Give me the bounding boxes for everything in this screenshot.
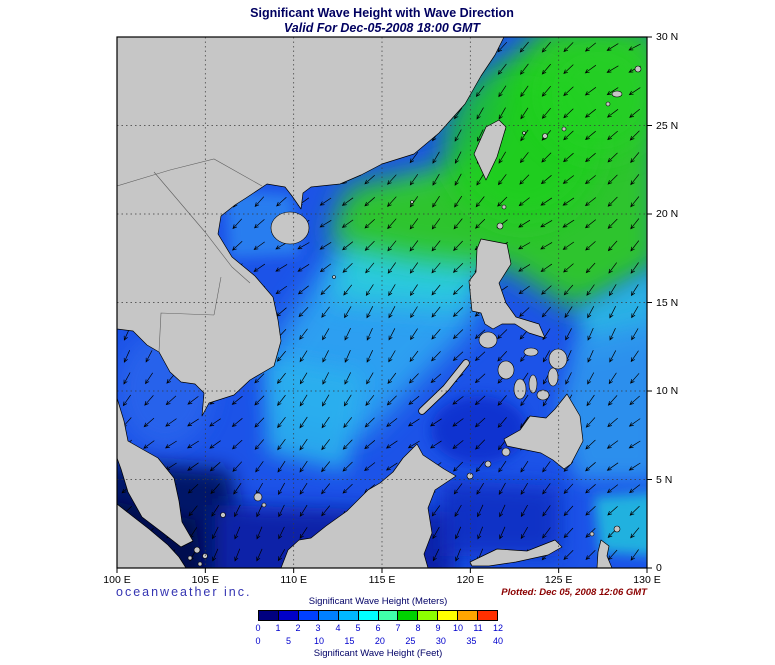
meters-tick-label: 0 [255,623,261,633]
meters-tick-row: 0 1 2 3 4 5 6 7 8 9 10 11 12 [255,622,503,634]
colorbar-cell [378,611,399,620]
feet-tick-label: 40 [492,636,504,646]
colorbar-cell [318,611,339,620]
y-tick-label: 10 N [656,385,679,397]
feet-tick-label: 10 [313,636,324,646]
y-tick-label: 15 N [656,296,679,309]
colorbar-cell [458,611,479,620]
colorbar-cell [338,611,359,620]
y-tick-label: 0 [656,562,662,574]
meters-tick-label: 12 [492,623,504,633]
feet-tick-label: 20 [374,636,385,646]
x-tick-label: 115 E [368,574,396,586]
credit-text: oceanweather inc. [116,585,252,599]
colorbar-cell [259,611,279,620]
y-tick-label: 25 N [656,119,679,132]
meters-tick-label: 10 [452,623,464,633]
colorbar-cell [278,611,299,620]
land-halmahera [596,539,613,568]
x-tick-label: 110 E [280,574,307,586]
chart-subtitle: Valid For Dec-05-2008 18:00 GMT [283,21,481,35]
x-tick-label: 100 E [103,574,131,586]
meters-tick-label: 11 [473,623,483,633]
meters-tick-label: 7 [395,623,401,633]
feet-tick-label: 15 [344,636,355,646]
land-sumatra [117,503,187,568]
feet-tick-label: 30 [435,636,446,646]
islands-group [187,65,642,567]
x-tick-label: 120 E [456,574,485,586]
feet-axis-label: Significant Wave Height (Feet) [313,648,443,659]
meters-tick-label: 4 [335,623,341,633]
land-mindanao [503,393,584,470]
land-china-indochina [117,37,505,417]
country-borders-layer [117,158,263,353]
colorbar-cell [418,611,439,620]
land-taiwan [473,119,507,181]
meters-tick-label: 6 [375,623,381,633]
land-sulawesi [469,539,563,567]
colorbar-cell [298,611,319,620]
y-tick-label: 20 N [656,208,679,220]
feet-tick-label: 0 [255,636,261,646]
map-frame [116,36,648,569]
land-palawan [419,360,469,414]
graticule-layer [117,37,647,568]
land-layer [117,37,642,568]
y-tick-label: 30 N [656,31,679,43]
plotted-timestamp: Plotted: Dec 05, 2008 12:06 GMT [501,587,647,598]
colorbar [258,610,498,621]
feet-tick-row: 0 5 10 15 20 25 30 35 40 [255,635,503,647]
colorbar-cell [478,611,498,620]
feet-tick-label: 35 [466,636,477,646]
meters-tick-label: 2 [295,623,301,633]
land-luzon [468,238,546,339]
colorbar-cell [358,611,379,620]
meters-tick-label: 8 [415,623,421,633]
meters-tick-label: 1 [275,623,281,633]
colorbar-cell [398,611,419,620]
meters-tick-label: 5 [355,623,361,633]
meters-tick-label: 9 [435,623,441,633]
x-tick-label: 125 E [544,574,573,586]
y-tick-label: 5 N [656,473,673,486]
colorbar-cell [438,611,459,620]
meters-axis-label: Significant Wave Height (Meters) [308,596,448,607]
x-tick-label: 130 E [633,574,661,586]
chart-title: Significant Wave Height with Wave Direct… [250,6,514,20]
island-hainan [270,211,310,245]
axis-tick-marks [116,36,652,573]
feet-tick-label: 5 [285,636,291,646]
meters-tick-label: 3 [315,623,321,633]
land-malay-peninsula [117,397,194,548]
feet-tick-label: 25 [405,636,416,646]
x-tick-label: 105 E [191,574,220,586]
land-borneo [280,443,457,568]
